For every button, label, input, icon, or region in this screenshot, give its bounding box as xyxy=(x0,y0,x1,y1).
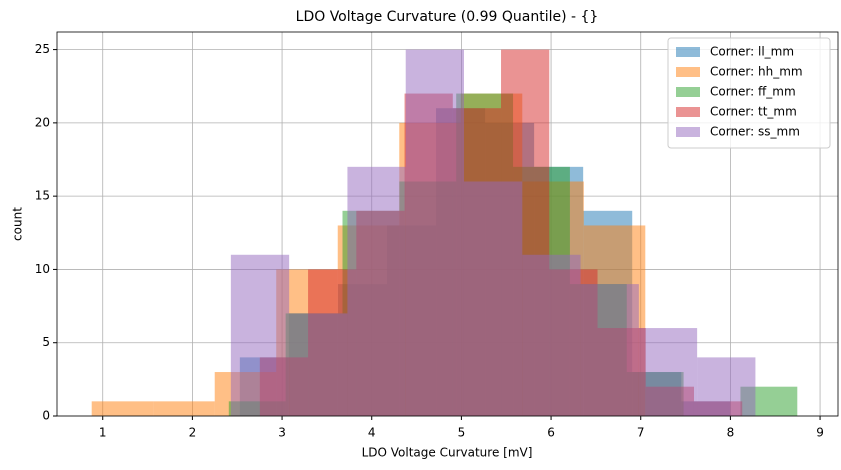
x-axis-label: LDO Voltage Curvature [mV] xyxy=(362,446,533,460)
legend-label: Corner: tt_mm xyxy=(710,105,797,119)
bar xyxy=(463,181,523,416)
y-tick-label: 25 xyxy=(35,42,50,56)
bar xyxy=(347,166,406,416)
legend-swatch xyxy=(676,47,700,57)
legend-swatch xyxy=(676,67,700,77)
plot-frame xyxy=(56,31,839,417)
legend-swatch xyxy=(676,107,700,117)
legend-swatch xyxy=(676,127,700,137)
y-axis-label: count xyxy=(11,207,25,241)
x-tick-label: 8 xyxy=(727,426,735,440)
x-tick-label: 6 xyxy=(547,426,555,440)
x-tick-label: 3 xyxy=(278,426,286,440)
x-tick-label: 5 xyxy=(458,426,466,440)
bar xyxy=(522,254,581,416)
legend-box xyxy=(667,37,831,149)
legend-label: Corner: hh_mm xyxy=(710,65,803,79)
legend-swatch xyxy=(676,87,700,97)
bar xyxy=(697,357,756,416)
bar xyxy=(580,284,639,416)
bar xyxy=(638,328,698,416)
y-tick-label: 20 xyxy=(35,115,50,129)
x-tick-label: 4 xyxy=(368,426,376,440)
x-tick-label: 1 xyxy=(99,426,107,440)
legend-label: Corner: ff_mm xyxy=(710,85,796,99)
x-tick-label: 7 xyxy=(637,426,645,440)
y-tick-label: 15 xyxy=(35,189,50,203)
chart-title: LDO Voltage Curvature (0.99 Quantile) - … xyxy=(296,9,599,25)
legend-label: Corner: ss_mm xyxy=(710,125,800,139)
y-tick-label: 0 xyxy=(42,409,50,423)
legend-label: Corner: ll_mm xyxy=(710,45,794,59)
bar xyxy=(289,313,348,416)
bar xyxy=(230,254,290,416)
x-tick-label: 2 xyxy=(189,426,197,440)
x-tick-label: 9 xyxy=(816,426,824,440)
bar xyxy=(91,401,154,416)
bar xyxy=(153,401,215,416)
y-tick-label: 10 xyxy=(35,262,50,276)
bar xyxy=(405,49,464,416)
y-tick-label: 5 xyxy=(42,335,50,349)
